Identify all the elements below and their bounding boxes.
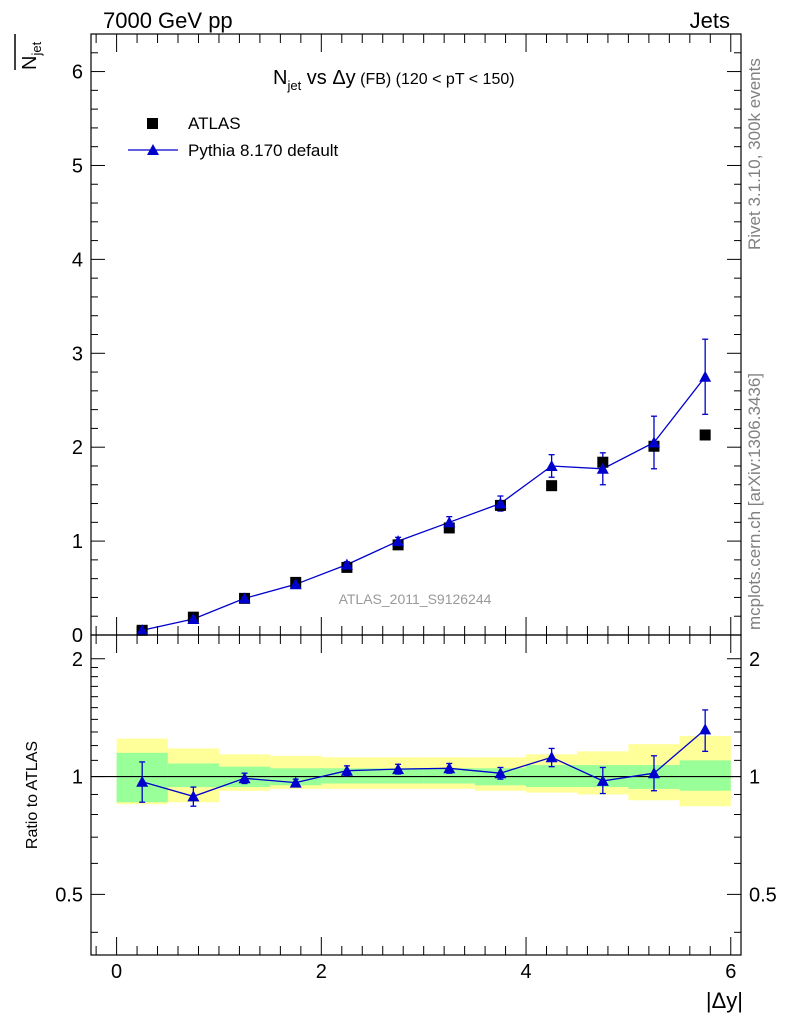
main-ytick-label: 3 <box>72 343 83 365</box>
ratio-mc-point <box>699 723 712 735</box>
legend-atlas-marker <box>147 118 158 129</box>
ratio-mc-point <box>443 762 456 774</box>
ratio-ytick-label-right: 2 <box>749 649 760 671</box>
ratio-mc-point <box>392 763 405 775</box>
mc-line <box>142 376 706 631</box>
mcplots-label: mcplots.cern.ch [arXiv:1306.3436] <box>745 373 764 630</box>
main-ticks <box>91 33 741 636</box>
ratio-xtick-label: 2 <box>316 961 327 983</box>
legend-mc-marker <box>147 144 159 155</box>
mc-point <box>238 592 251 604</box>
mc-point <box>136 624 149 636</box>
ratio-mc-point <box>238 772 251 784</box>
mc-point <box>647 436 660 448</box>
atlas-point <box>443 522 455 534</box>
ratio-mc-point <box>340 764 353 776</box>
main-ylabel: Njet <box>14 34 44 70</box>
ratio-xlabel: |Δy| <box>706 988 743 1013</box>
ratio-xtick-label: 6 <box>725 961 736 983</box>
main-ytick-label: 0 <box>72 625 83 647</box>
atlas-point <box>597 456 609 468</box>
ratio-ytick-label-left: 2 <box>72 649 83 671</box>
ratio-ytick-label-right: 0.5 <box>749 884 777 906</box>
ratio-tick-labels: 0.5 0.5 1 1 2 2 0 2 4 6 <box>55 649 777 983</box>
legend: ATLAS Pythia 8.170 default <box>128 114 339 160</box>
ratio-band-inner <box>372 768 424 784</box>
ratio-panel: 0.5 0.5 1 1 2 2 0 2 4 6 Ratio to ATLAS |Δy| <box>24 634 777 1013</box>
legend-mc-label: Pythia 8.170 default <box>188 141 339 160</box>
title-n: N <box>273 67 287 89</box>
mc-point <box>596 462 609 474</box>
ratio-band-inner <box>167 763 219 788</box>
ratio-frame <box>90 634 742 956</box>
main-ytick-label: 2 <box>72 437 83 459</box>
main-ytick-label: 4 <box>72 249 83 271</box>
ratio-band-inner <box>679 760 731 791</box>
ratio-ylabel: Ratio to ATLAS <box>24 741 41 849</box>
mc-point <box>187 613 200 625</box>
title-delta-y: Δy <box>332 67 355 89</box>
header-energy: 7000 GeV pp <box>103 8 233 33</box>
ratio-mc-point <box>545 751 558 763</box>
legend-atlas-label: ATLAS <box>188 114 241 133</box>
mc-point <box>392 535 405 547</box>
mc-point <box>699 370 712 382</box>
ylabel-n: N <box>19 56 41 70</box>
ratio-ytick-label-left: 0.5 <box>55 884 83 906</box>
mc-point <box>545 459 558 471</box>
title-vs: vs <box>301 67 332 89</box>
mc-point <box>494 497 507 509</box>
ratio-mc-point <box>494 767 507 779</box>
ratio-mc-point <box>647 767 660 779</box>
atlas-point <box>699 429 711 441</box>
ratio-ytick-label-right: 1 <box>749 767 760 789</box>
ylabel-n-sub: jet <box>29 41 44 56</box>
ratio-mc-point <box>136 775 149 787</box>
ratio-band-inner <box>423 768 475 784</box>
main-ytick-label: 5 <box>72 155 83 177</box>
mc-point <box>443 516 456 528</box>
ylabel-text: Njet <box>19 41 44 70</box>
ratio-mc-point <box>596 774 609 786</box>
main-ytick-label: 6 <box>72 62 83 84</box>
ratio-data-layer <box>91 709 741 807</box>
ratio-ytick-label-left: 1 <box>72 767 83 789</box>
atlas-point <box>546 480 558 492</box>
ratio-mc-point <box>289 776 302 788</box>
plot-title: Njet vs Δy (FB) (120 < pT < 150) <box>273 67 515 93</box>
title-range: (120 < pT < 150) <box>396 71 515 88</box>
mc-point <box>340 558 353 570</box>
main-ytick-label: 1 <box>72 531 83 553</box>
analysis-watermark: ATLAS_2011_S9126244 <box>339 591 492 607</box>
title-n-sub: jet <box>286 78 301 93</box>
rivet-label: Rivet 3.1.10, 300k events <box>745 58 764 250</box>
title-fb: (FB) <box>356 71 396 88</box>
ratio-mc-point <box>187 790 200 802</box>
ratio-ticks <box>91 635 741 955</box>
main-panel: 0 1 2 3 4 5 6 Njet vs Δy (FB) (120 < pT < 150)… <box>14 33 742 647</box>
main-data-layer <box>136 338 712 636</box>
header-process: Jets <box>690 8 730 33</box>
ratio-mc-line <box>142 728 706 798</box>
ratio-xtick-label: 4 <box>520 961 531 983</box>
main-tick-labels: 0 1 2 3 4 5 6 <box>72 62 83 647</box>
mc-point <box>289 578 302 590</box>
ratio-xtick-label: 0 <box>111 961 122 983</box>
